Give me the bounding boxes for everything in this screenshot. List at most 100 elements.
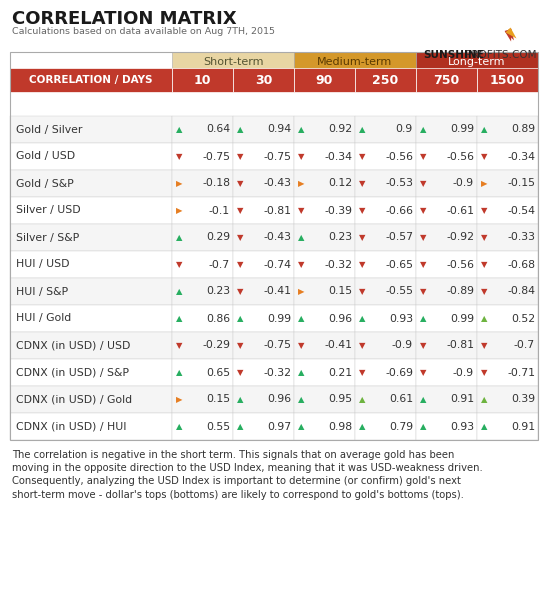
Bar: [294, 386, 355, 413]
Text: ▼: ▼: [481, 206, 488, 215]
Text: 0.23: 0.23: [206, 287, 230, 297]
Bar: [477, 170, 538, 197]
Bar: [172, 170, 233, 197]
Text: ▶: ▶: [298, 179, 305, 188]
Text: -0.41: -0.41: [324, 340, 352, 350]
Text: -0.84: -0.84: [507, 287, 535, 297]
Text: ▼: ▼: [420, 368, 426, 377]
Text: ▼: ▼: [176, 260, 182, 269]
Text: ▲: ▲: [176, 233, 182, 242]
Text: ▲: ▲: [298, 422, 305, 431]
Text: ▲: ▲: [298, 368, 305, 377]
Text: 0.96: 0.96: [328, 313, 352, 323]
Text: -0.75: -0.75: [263, 340, 291, 350]
Text: 0.55: 0.55: [206, 421, 230, 431]
Text: -0.69: -0.69: [385, 368, 413, 378]
Text: ▲: ▲: [420, 422, 426, 431]
Text: 0.39: 0.39: [511, 395, 535, 405]
Bar: [416, 386, 477, 413]
Bar: [477, 278, 538, 305]
Text: CDNX (in USD) / USD: CDNX (in USD) / USD: [16, 340, 130, 350]
Bar: [477, 68, 538, 92]
Text: ▲: ▲: [298, 395, 305, 404]
Bar: [294, 413, 355, 440]
Bar: [477, 359, 538, 386]
Bar: [172, 386, 233, 413]
Bar: [233, 413, 294, 440]
Text: Calculations based on data available on Aug 7TH, 2015: Calculations based on data available on …: [12, 27, 275, 36]
Bar: [294, 116, 355, 143]
Bar: [416, 68, 477, 92]
Text: PROFITS.COM: PROFITS.COM: [461, 50, 536, 60]
Bar: [172, 116, 233, 143]
Text: -0.81: -0.81: [263, 205, 291, 215]
Text: Silver / S&P: Silver / S&P: [16, 232, 79, 242]
Bar: [355, 68, 416, 92]
Bar: [355, 305, 416, 332]
Text: ▼: ▼: [481, 260, 488, 269]
Bar: [10, 359, 172, 386]
Text: ▼: ▼: [359, 152, 366, 161]
Text: 10: 10: [194, 74, 211, 87]
Text: 0.12: 0.12: [328, 179, 352, 188]
Text: ▲: ▲: [420, 314, 426, 323]
Bar: [233, 305, 294, 332]
Text: ▲: ▲: [359, 422, 366, 431]
Bar: [355, 251, 416, 278]
Text: -0.43: -0.43: [263, 232, 291, 242]
Text: -0.57: -0.57: [385, 232, 413, 242]
Text: ▼: ▼: [359, 287, 366, 296]
Text: 0.97: 0.97: [267, 421, 291, 431]
Text: ▼: ▼: [237, 233, 243, 242]
Text: 0.91: 0.91: [450, 395, 474, 405]
Bar: [172, 305, 233, 332]
Text: -0.39: -0.39: [324, 205, 352, 215]
Text: -0.29: -0.29: [202, 340, 230, 350]
Text: ▲: ▲: [176, 125, 182, 134]
Bar: [10, 116, 172, 143]
Text: ▲: ▲: [237, 422, 243, 431]
Text: ▲: ▲: [481, 395, 488, 404]
Text: 0.21: 0.21: [328, 368, 352, 378]
Bar: [172, 197, 233, 224]
Bar: [233, 68, 294, 92]
Bar: [294, 359, 355, 386]
Text: CDNX (in USD) / S&P: CDNX (in USD) / S&P: [16, 368, 129, 378]
Bar: [416, 305, 477, 332]
Text: ▼: ▼: [481, 368, 488, 377]
Bar: [477, 116, 538, 143]
Bar: [172, 143, 233, 170]
Text: 0.61: 0.61: [389, 395, 413, 405]
Text: 0.95: 0.95: [328, 395, 352, 405]
Bar: [10, 305, 172, 332]
Text: 0.15: 0.15: [328, 287, 352, 297]
Text: 0.94: 0.94: [267, 124, 291, 135]
Text: ▲: ▲: [359, 125, 366, 134]
Bar: [355, 386, 416, 413]
Bar: [355, 359, 416, 386]
Bar: [416, 143, 477, 170]
Text: -0.92: -0.92: [446, 232, 474, 242]
Text: ▼: ▼: [481, 152, 488, 161]
Bar: [416, 52, 538, 72]
Text: ▼: ▼: [237, 206, 243, 215]
Text: -0.33: -0.33: [507, 232, 535, 242]
Text: CDNX (in USD) / HUI: CDNX (in USD) / HUI: [16, 421, 127, 431]
Bar: [355, 224, 416, 251]
Text: -0.74: -0.74: [263, 260, 291, 270]
Text: 0.96: 0.96: [267, 395, 291, 405]
Text: CORRELATION / DAYS: CORRELATION / DAYS: [29, 75, 153, 85]
Text: 0.99: 0.99: [450, 124, 474, 135]
Bar: [172, 224, 233, 251]
Text: ▶: ▶: [481, 179, 488, 188]
Text: -0.65: -0.65: [385, 260, 413, 270]
Text: HUI / USD: HUI / USD: [16, 260, 70, 270]
Bar: [416, 332, 477, 359]
Text: ▼: ▼: [237, 179, 243, 188]
Text: ▲: ▲: [481, 125, 488, 134]
Text: ▲: ▲: [176, 287, 182, 296]
Bar: [10, 143, 172, 170]
Text: ▼: ▼: [359, 368, 366, 377]
Bar: [10, 386, 172, 413]
Bar: [416, 224, 477, 251]
